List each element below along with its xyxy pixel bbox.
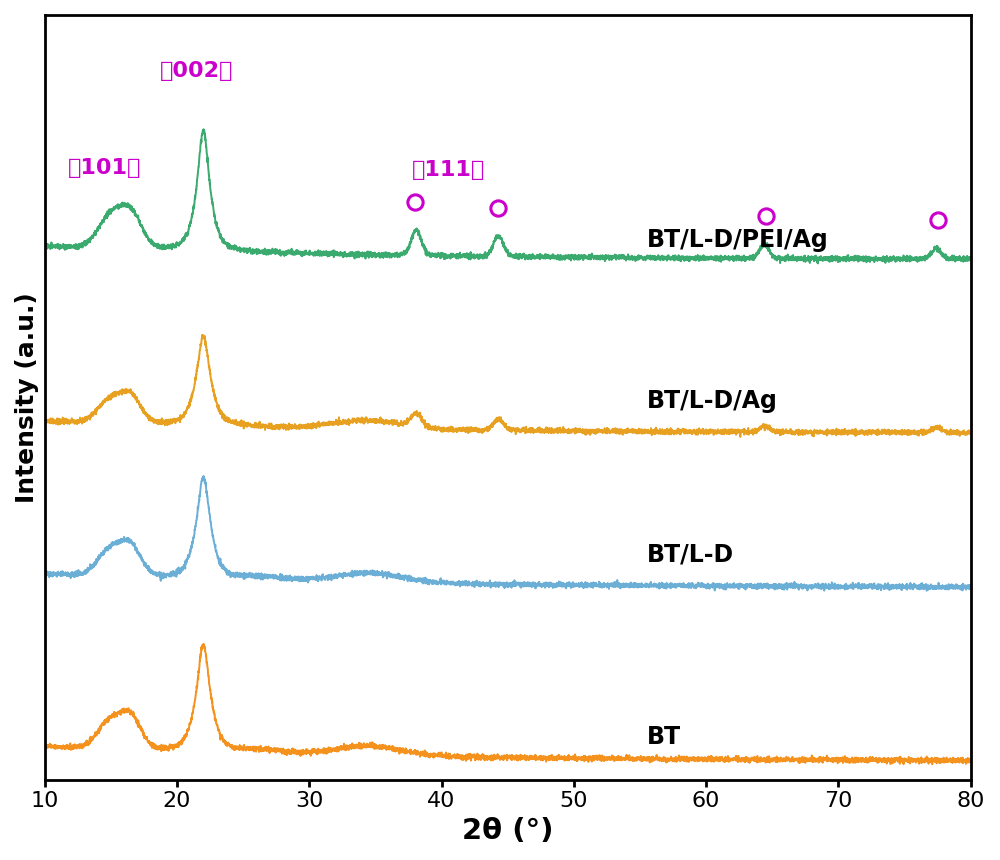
- Text: BT/L-D/Ag: BT/L-D/Ag: [647, 389, 777, 413]
- Text: （101）: （101）: [67, 158, 141, 178]
- Text: BT/L-D: BT/L-D: [647, 543, 734, 567]
- X-axis label: 2θ (°): 2θ (°): [462, 817, 553, 845]
- Text: （111）: （111）: [412, 160, 485, 180]
- Text: BT: BT: [647, 725, 681, 749]
- Text: （002）: （002）: [160, 61, 233, 81]
- Y-axis label: Intensity (a.u.): Intensity (a.u.): [15, 292, 39, 503]
- Text: BT/L-D/PEI/Ag: BT/L-D/PEI/Ag: [647, 228, 828, 252]
